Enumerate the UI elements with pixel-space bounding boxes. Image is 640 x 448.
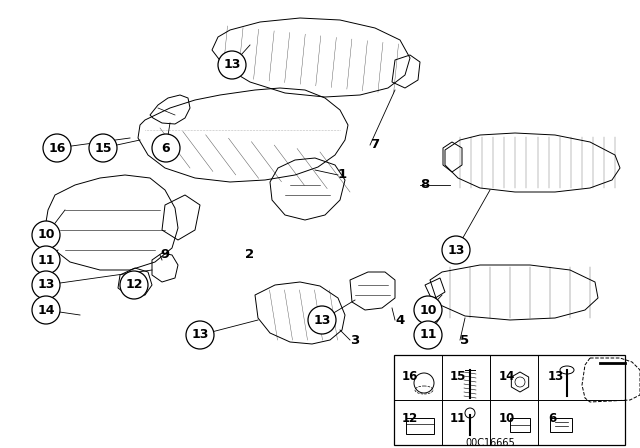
Circle shape — [43, 134, 71, 162]
Text: 12: 12 — [125, 279, 143, 292]
Bar — [406, 418, 434, 434]
Circle shape — [32, 246, 60, 274]
Text: 13: 13 — [191, 328, 209, 341]
Text: 13: 13 — [223, 59, 241, 72]
Text: 3: 3 — [350, 333, 359, 346]
Text: 13: 13 — [37, 279, 54, 292]
Text: 15: 15 — [94, 142, 112, 155]
Circle shape — [32, 296, 60, 324]
Text: 8: 8 — [420, 178, 429, 191]
Text: 6: 6 — [548, 412, 556, 425]
Circle shape — [414, 321, 442, 349]
Text: 16: 16 — [48, 142, 66, 155]
Text: 13: 13 — [314, 314, 331, 327]
Text: 1: 1 — [338, 168, 347, 181]
Circle shape — [152, 134, 180, 162]
Circle shape — [32, 271, 60, 299]
Text: 4: 4 — [395, 314, 404, 327]
Text: 13: 13 — [447, 244, 465, 257]
Text: 10: 10 — [419, 303, 436, 316]
Text: 14: 14 — [499, 370, 515, 383]
Bar — [510, 418, 530, 432]
Circle shape — [442, 236, 470, 264]
Text: 10: 10 — [499, 412, 515, 425]
Circle shape — [186, 321, 214, 349]
Circle shape — [89, 134, 117, 162]
Bar — [550, 418, 572, 432]
Text: 00C16665: 00C16665 — [465, 438, 515, 448]
Circle shape — [414, 296, 442, 324]
Text: 13: 13 — [548, 370, 564, 383]
Text: 5: 5 — [460, 333, 469, 346]
Text: 2: 2 — [245, 249, 254, 262]
Text: 9: 9 — [160, 249, 169, 262]
Text: 11: 11 — [37, 254, 55, 267]
Text: 15: 15 — [450, 370, 467, 383]
Text: 10: 10 — [37, 228, 55, 241]
Circle shape — [120, 271, 148, 299]
Text: 12: 12 — [402, 412, 419, 425]
Text: 6: 6 — [162, 142, 170, 155]
Circle shape — [218, 51, 246, 79]
Text: 14: 14 — [37, 303, 55, 316]
Text: 16: 16 — [402, 370, 419, 383]
Text: 7: 7 — [370, 138, 379, 151]
Text: 11: 11 — [450, 412, 467, 425]
Circle shape — [308, 306, 336, 334]
Text: 11: 11 — [419, 328, 436, 341]
Bar — [394, 355, 625, 445]
Circle shape — [32, 221, 60, 249]
